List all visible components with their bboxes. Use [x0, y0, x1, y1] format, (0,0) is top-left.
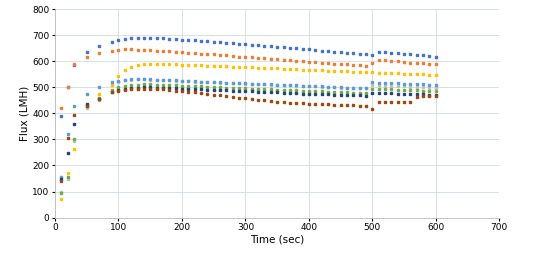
Flux20-A-12 [324, 61, 331, 65]
Flux20-A-16 [324, 90, 331, 93]
Flux20-A-12 [236, 55, 243, 58]
Flux20-A-14 [331, 69, 338, 73]
Y-axis label: Flux (LMH): Flux (LMH) [19, 86, 29, 141]
Flux20-A-14 [236, 65, 243, 69]
Line: Flux20-A-18: Flux20-A-18 [60, 87, 437, 182]
Flux20-A-18 [236, 96, 243, 99]
Flux20-A-18 [141, 87, 147, 90]
Flux20-A-17 [331, 93, 338, 96]
Flux20-A-16 [236, 86, 243, 90]
Flux20-A-12 [84, 56, 90, 59]
Flux20-A-16 [84, 104, 90, 107]
Flux20-A-13 [134, 78, 141, 81]
Flux20-A-11 [324, 49, 331, 53]
Flux20-A-16 [141, 83, 147, 86]
Flux20-A-11 [331, 50, 338, 53]
Flux20-A-16 [71, 138, 78, 141]
Line: Flux20-A-16: Flux20-A-16 [60, 83, 437, 194]
Flux20-A-17 [71, 122, 78, 126]
Flux20-A-17 [236, 89, 243, 93]
Flux20-A-13 [324, 85, 331, 89]
Flux20-A-15 [84, 92, 90, 95]
Flux20-A-17 [84, 103, 90, 106]
Flux20-A-15 [331, 85, 338, 89]
Flux20-A-14 [324, 69, 331, 72]
Flux20-A-13 [331, 86, 338, 89]
Flux20-A-11 [236, 42, 243, 45]
Flux20-A-16 [432, 90, 439, 93]
Flux20-A-13 [432, 86, 439, 90]
Line: Flux20-A-11: Flux20-A-11 [60, 37, 437, 117]
Flux20-A-15 [324, 85, 331, 88]
Flux20-A-17 [179, 87, 185, 90]
Flux20-A-17 [141, 86, 147, 89]
Line: Flux20-A-12: Flux20-A-12 [60, 48, 437, 109]
Flux20-A-11 [71, 63, 78, 67]
Flux20-A-18 [432, 94, 439, 97]
Flux20-A-12 [122, 48, 128, 51]
Flux20-A-12 [331, 62, 338, 65]
Flux20-A-13 [179, 79, 185, 83]
Flux20-A-12 [179, 50, 185, 54]
Flux20-A-11 [58, 114, 65, 118]
Flux20-A-11 [84, 50, 90, 54]
Flux20-A-18 [58, 179, 65, 183]
Flux20-A-18 [84, 104, 90, 107]
Flux20-A-14 [432, 73, 439, 77]
Flux20-A-13 [84, 107, 90, 110]
Flux20-A-14 [147, 62, 153, 65]
Flux20-A-16 [179, 84, 185, 87]
Flux20-A-14 [179, 63, 185, 66]
Line: Flux20-A-17: Flux20-A-17 [60, 86, 437, 180]
Flux20-A-18 [331, 103, 338, 106]
Flux20-A-15 [58, 175, 65, 179]
Flux20-A-14 [58, 198, 65, 201]
Flux20-A-11 [141, 36, 147, 39]
Flux20-A-16 [331, 90, 338, 94]
Flux20-A-12 [58, 107, 65, 110]
Flux20-A-11 [432, 55, 439, 58]
Flux20-A-14 [71, 147, 78, 150]
Flux20-A-15 [134, 78, 141, 81]
Flux20-A-12 [71, 62, 78, 66]
Line: Flux20-A-14: Flux20-A-14 [60, 62, 437, 201]
Flux20-A-14 [84, 104, 90, 107]
Line: Flux20-A-15: Flux20-A-15 [60, 78, 437, 179]
Flux20-A-18 [71, 113, 78, 116]
Flux20-A-13 [58, 190, 65, 193]
Flux20-A-13 [236, 82, 243, 85]
Flux20-A-15 [432, 83, 439, 86]
Flux20-A-18 [179, 90, 185, 93]
Flux20-A-18 [324, 103, 331, 106]
Flux20-A-16 [58, 191, 65, 194]
Flux20-A-15 [236, 81, 243, 85]
Flux20-A-17 [58, 177, 65, 181]
Flux20-A-15 [71, 104, 78, 107]
Flux20-A-15 [179, 79, 185, 82]
Flux20-A-12 [432, 63, 439, 66]
Flux20-A-17 [324, 93, 331, 96]
Flux20-A-13 [71, 139, 78, 142]
X-axis label: Time (sec): Time (sec) [250, 235, 304, 245]
Flux20-A-11 [179, 38, 185, 41]
Flux20-A-17 [432, 93, 439, 97]
Line: Flux20-A-13: Flux20-A-13 [60, 78, 437, 193]
